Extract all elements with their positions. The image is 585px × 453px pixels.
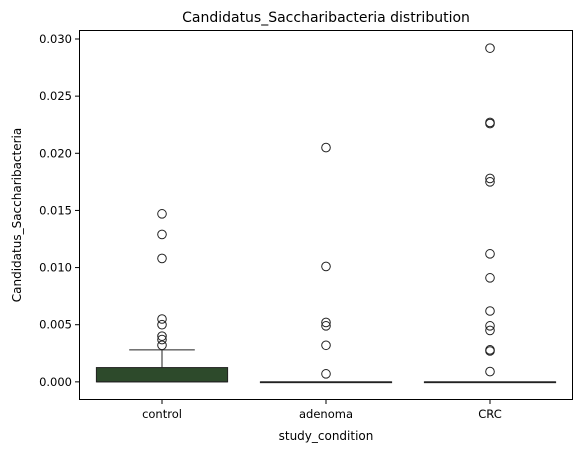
outlier-point bbox=[485, 321, 495, 331]
outlier-point bbox=[321, 317, 331, 328]
y-tick-label: 0.025 bbox=[39, 89, 72, 103]
outlier-point bbox=[157, 319, 167, 330]
outlier-point bbox=[321, 340, 331, 351]
outlier-point bbox=[157, 253, 167, 264]
x-axis-label: study_condition bbox=[279, 429, 374, 443]
x-tick-label: adenoma bbox=[299, 407, 353, 421]
y-tick-label: 0.005 bbox=[39, 318, 72, 332]
box-group bbox=[259, 142, 393, 384]
y-axis: 0.000 0.005 0.010 0.015 0.020 0.025 0.030 bbox=[39, 32, 80, 389]
y-tick-label: 0.030 bbox=[39, 32, 72, 46]
outlier-point bbox=[485, 177, 495, 187]
outlier-point bbox=[321, 321, 331, 331]
y-tick-label: 0.010 bbox=[39, 261, 72, 275]
box-iqr bbox=[95, 367, 229, 383]
outlier-point bbox=[485, 306, 495, 316]
outlier-point bbox=[157, 314, 167, 324]
box-group bbox=[423, 43, 557, 384]
outlier-point bbox=[157, 340, 167, 351]
x-tick-label: control bbox=[142, 407, 182, 421]
y-tick-label: 0.000 bbox=[39, 375, 72, 389]
outlier-point bbox=[485, 43, 495, 53]
outlier-point bbox=[485, 366, 495, 377]
outlier-point bbox=[157, 331, 167, 341]
y-axis-label: Candidatus_Saccharibacteria bbox=[10, 128, 24, 303]
outlier-point bbox=[157, 229, 167, 240]
outlier-point bbox=[321, 261, 331, 272]
outlier-point bbox=[485, 173, 495, 184]
x-tick-label: CRC bbox=[478, 407, 501, 421]
box-group bbox=[95, 209, 229, 383]
plot-area bbox=[95, 43, 557, 384]
outlier-point bbox=[485, 249, 495, 259]
y-tick-label: 0.015 bbox=[39, 203, 72, 217]
outlier-point bbox=[321, 142, 331, 153]
outlier-point bbox=[321, 369, 331, 379]
axes-frame bbox=[79, 30, 573, 400]
outlier-point bbox=[485, 118, 495, 129]
outlier-point bbox=[485, 346, 495, 356]
outlier-point bbox=[157, 209, 167, 219]
y-tick-label: 0.020 bbox=[39, 146, 72, 160]
outlier-point bbox=[157, 334, 167, 345]
chart-title: Candidatus_Saccharibacteria distribution bbox=[182, 10, 470, 26]
outlier-point bbox=[485, 325, 495, 336]
x-axis: control adenoma CRC bbox=[142, 399, 502, 421]
outlier-point bbox=[485, 273, 495, 283]
